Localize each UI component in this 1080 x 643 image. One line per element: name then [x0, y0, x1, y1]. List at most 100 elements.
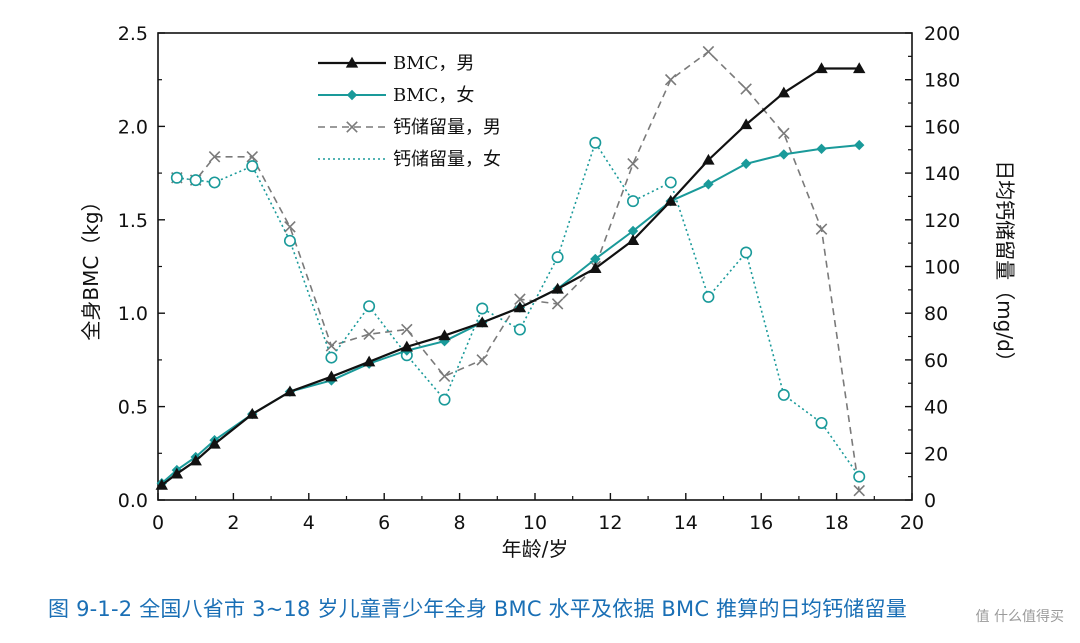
data-point-bmc-male: [400, 340, 414, 352]
y-tick-label: 0.5: [118, 397, 148, 419]
x-tick-label: 2: [227, 512, 239, 534]
x-tick-label: 6: [378, 512, 390, 534]
data-point-calcium-male: [208, 150, 221, 163]
watermark: 值 什么值得买: [975, 609, 1064, 625]
y2-axis-title: 日均钙储留量（mg/d）: [993, 160, 1017, 372]
data-point-bmc-male: [189, 454, 202, 466]
series-layer: [155, 45, 866, 497]
data-point-bmc-male: [551, 282, 564, 294]
legend-item-bmc-female: BMC，女: [318, 85, 474, 106]
data-point-calcium-male: [476, 354, 488, 366]
data-point-bmc-male: [283, 385, 297, 397]
y-tick-label: 2.5: [118, 23, 148, 45]
plot-frame: [157, 32, 913, 501]
x-axis-title: 年龄/岁: [502, 537, 569, 561]
series-bmc-male: [155, 62, 866, 490]
legend-item-calcium-female: 钙储留量，女: [318, 149, 501, 170]
data-point-bmc-male: [362, 355, 376, 367]
data-point-bmc-male: [513, 301, 527, 313]
x-tick-label: 8: [454, 512, 466, 534]
series-line-bmc-female: [161, 144, 860, 484]
legend-label: BMC，男: [393, 53, 474, 74]
series-calcium-female: [170, 136, 866, 483]
data-point-calcium-male: [325, 340, 338, 352]
data-point-calcium-female: [283, 234, 296, 247]
data-point-bmc-female: [778, 149, 790, 160]
data-point-bmc-male: [815, 62, 828, 74]
data-point-calcium-male: [284, 221, 296, 233]
legend-swatch-marker: [345, 56, 359, 68]
tick-layer: 0 2 4 6 8 10 12 14 16 18 200.00.51.01.52.02.502040…: [118, 23, 960, 534]
data-point-bmc-male: [702, 153, 715, 165]
data-point-calcium-female: [476, 302, 489, 315]
data-point-calcium-male: [514, 293, 526, 305]
y-tick-label: 1.5: [118, 210, 148, 232]
data-point-calcium-male: [778, 127, 790, 140]
data-point-calcium-female: [325, 351, 338, 364]
data-point-calcium-female: [170, 171, 183, 184]
data-point-calcium-male: [740, 83, 752, 95]
data-point-calcium-female: [189, 174, 202, 187]
data-point-bmc-male: [589, 262, 602, 274]
data-point-bmc-male: [246, 407, 259, 419]
data-point-calcium-male: [551, 298, 564, 310]
data-point-bmc-male: [170, 467, 184, 479]
y2-tick-label: 140: [924, 163, 960, 185]
data-point-bmc-female: [740, 158, 752, 169]
data-point-bmc-male: [626, 234, 640, 245]
x-tick-label: 18: [825, 512, 849, 534]
series-calcium-male: [171, 45, 865, 497]
x-tick-label: 0: [152, 512, 164, 534]
data-point-calcium-female: [589, 136, 602, 149]
data-point-calcium-female: [702, 290, 715, 303]
data-point-bmc-female: [816, 143, 827, 155]
data-point-bmc-male: [438, 329, 451, 341]
data-point-calcium-female: [438, 393, 451, 406]
y-tick-label: 0.0: [118, 490, 148, 512]
data-point-calcium-male: [853, 484, 865, 497]
x-tick-label: 20: [900, 512, 924, 534]
data-point-calcium-female: [740, 246, 753, 259]
data-point-bmc-male: [208, 437, 221, 449]
series-line-bmc-male: [161, 67, 860, 486]
y-axis-title: 全身BMC（kg）: [79, 191, 103, 340]
y2-tick-label: 180: [924, 70, 960, 92]
y2-tick-label: 40: [924, 397, 948, 419]
data-point-calcium-male: [363, 328, 375, 340]
data-point-calcium-female: [627, 195, 640, 208]
x-tick-label: 12: [598, 512, 622, 534]
data-point-bmc-male: [325, 370, 338, 382]
data-point-calcium-female: [551, 251, 564, 264]
data-point-calcium-female: [246, 160, 259, 173]
data-point-bmc-male: [476, 316, 489, 328]
x-tick-label: 4: [303, 512, 315, 534]
data-point-calcium-female: [777, 388, 790, 401]
data-point-calcium-male: [664, 73, 677, 86]
y2-tick-label: 100: [924, 257, 960, 279]
legend-swatch-marker: [346, 121, 358, 133]
data-point-calcium-male: [627, 157, 639, 170]
y2-tick-label: 20: [924, 443, 948, 465]
y2-tick-label: 0: [924, 490, 936, 512]
y2-tick-label: 60: [924, 350, 948, 372]
legend-label: 钙储留量，女: [393, 149, 501, 170]
data-point-bmc-male: [155, 478, 168, 490]
y-tick-label: 2.0: [118, 116, 148, 138]
data-point-calcium-female: [513, 323, 526, 336]
y-tick-label: 1.0: [118, 303, 148, 325]
legend-label: 钙储留量，男: [393, 117, 501, 138]
data-point-calcium-male: [246, 150, 259, 163]
legend-swatch-marker: [346, 89, 358, 101]
data-point-bmc-male: [664, 194, 677, 206]
x-tick-label: 16: [749, 512, 773, 534]
data-point-calcium-male: [401, 323, 413, 336]
data-point-bmc-female: [703, 179, 714, 190]
series-line-calcium-male: [176, 50, 860, 491]
data-point-bmc-female: [854, 139, 865, 151]
data-point-bmc-male: [777, 86, 791, 98]
data-point-bmc-male: [739, 118, 753, 130]
data-point-bmc-female: [627, 225, 639, 237]
data-point-bmc-female: [590, 253, 601, 265]
